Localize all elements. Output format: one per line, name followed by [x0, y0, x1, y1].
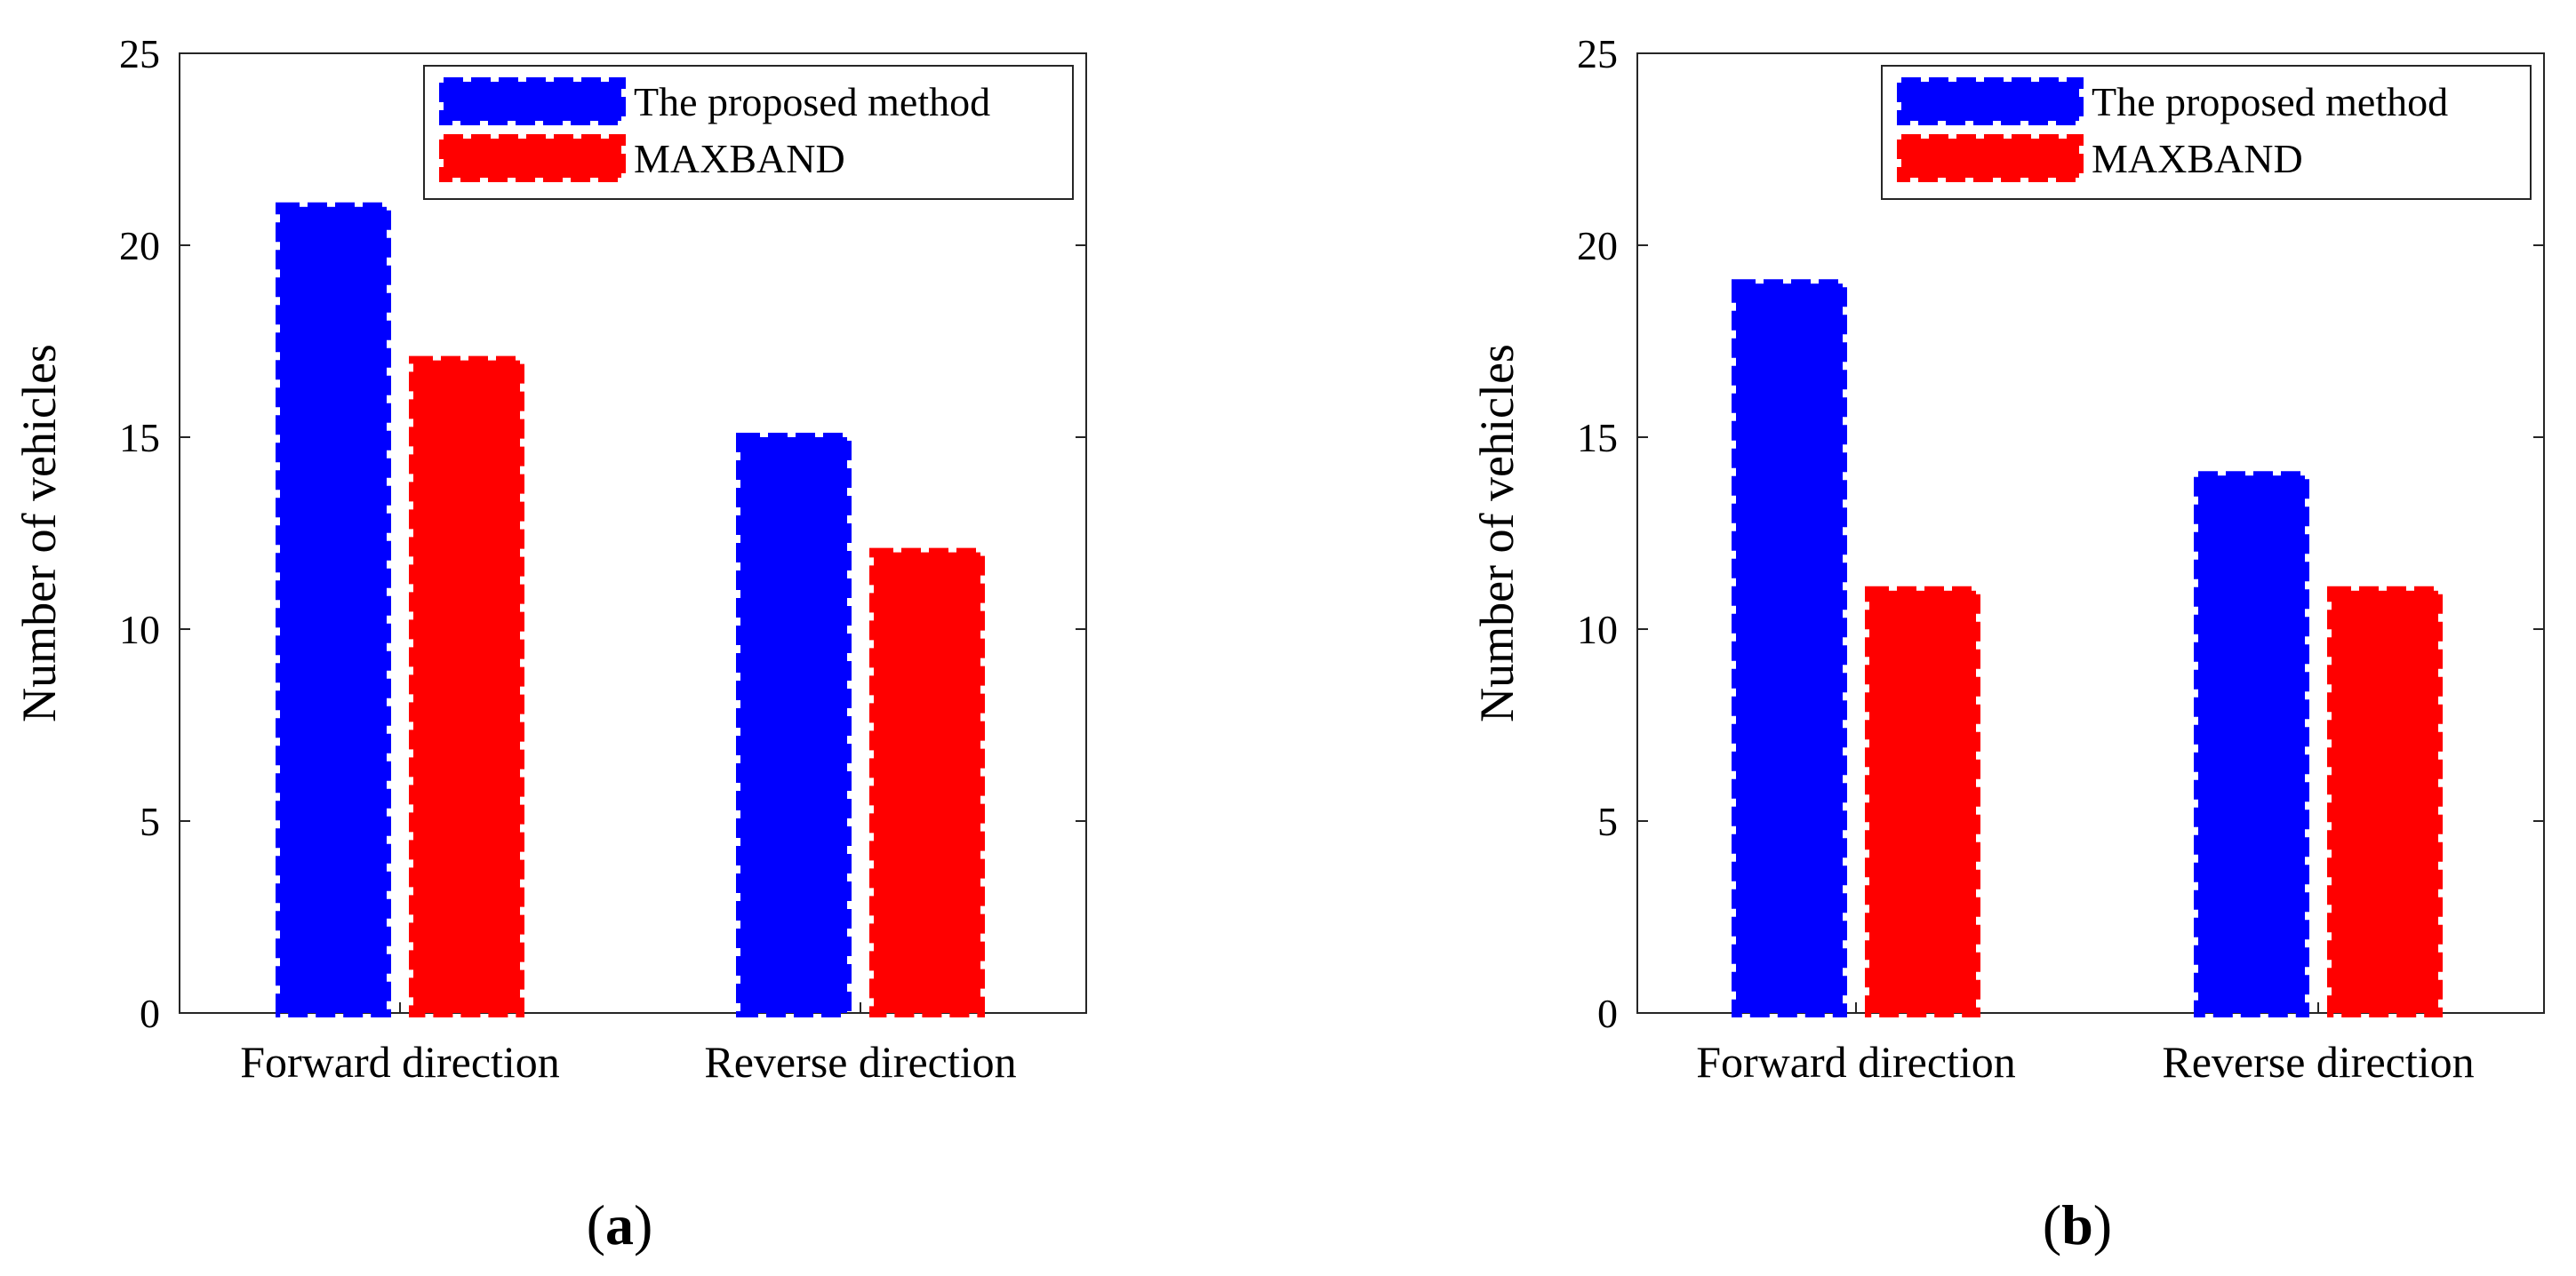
panel-b: 0 5 10 15 20 25 Number of vehicles Forward dire…: [1470, 31, 2545, 1256]
y-tick-label: 5: [1597, 799, 1618, 844]
bar-maxband: [869, 547, 985, 1017]
legend-swatch: [439, 77, 626, 125]
legend-swatch: [439, 134, 626, 182]
plot-area: [1636, 52, 2545, 1014]
bar-proposed-method: [2194, 471, 2309, 1017]
y-tick-label: 5: [140, 799, 160, 844]
bar-proposed-method: [736, 433, 852, 1017]
bar-proposed-method: [1732, 279, 1847, 1017]
panel-label: (b): [2043, 1193, 2112, 1256]
bar-maxband: [1865, 586, 1980, 1017]
y-tick-label: 0: [1597, 991, 1618, 1036]
bar-maxband: [409, 355, 524, 1018]
y-axis-label: Number of vehicles: [12, 344, 66, 722]
y-tick-label: 25: [119, 31, 160, 76]
legend-label: The proposed method: [2092, 79, 2448, 124]
x-tick-label: Reverse direction: [2162, 1037, 2474, 1087]
legend-label: MAXBAND: [2092, 136, 2303, 181]
x-tick-label: Forward direction: [240, 1037, 560, 1087]
y-tick-label: 10: [119, 607, 160, 652]
y-tick-label: 15: [119, 415, 160, 460]
plot-area: [179, 52, 1087, 1014]
legend-label: The proposed method: [634, 79, 990, 124]
legend-swatch: [1897, 77, 2084, 125]
y-tick-label: 25: [1577, 31, 1618, 76]
y-tick-label: 20: [1577, 223, 1618, 268]
y-tick-label: 10: [1577, 607, 1618, 652]
y-tick-label: 15: [1577, 415, 1618, 460]
panel-label-letter: a: [605, 1193, 634, 1256]
panel-a: 0 5 10 15 20 25 Number of vehicles Forward dire…: [12, 31, 1087, 1256]
legend-label: MAXBAND: [634, 136, 845, 181]
bar-maxband: [2327, 586, 2443, 1017]
x-tick-label: Forward direction: [1696, 1037, 2016, 1087]
y-tick-label: 20: [119, 223, 160, 268]
y-axis-label: Number of vehicles: [1470, 344, 1524, 722]
legend-swatch: [1897, 134, 2084, 182]
x-tick-label: Reverse direction: [704, 1037, 1016, 1087]
y-tick-label: 0: [140, 991, 160, 1036]
bar-proposed-method: [276, 202, 391, 1018]
panel-label: (a): [587, 1193, 653, 1256]
panel-label-letter: b: [2061, 1193, 2093, 1256]
